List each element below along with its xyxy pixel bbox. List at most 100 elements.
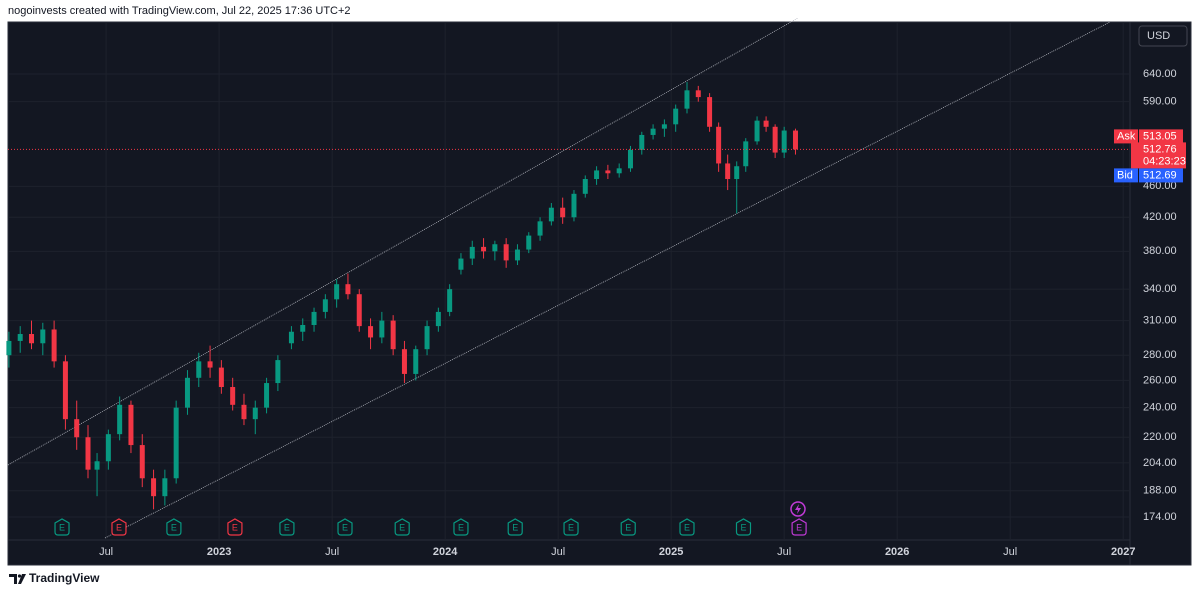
earnings-marker (791, 518, 807, 536)
earnings-label: E (59, 522, 65, 532)
candle-body (435, 311, 441, 327)
candle-body (781, 130, 787, 153)
candle-body (447, 289, 453, 312)
candle-body (763, 120, 769, 127)
earnings-marker (394, 518, 410, 536)
x-tick-label: 2025 (659, 546, 683, 558)
candle-body (503, 244, 509, 261)
candle-body (424, 326, 430, 350)
candle-body (40, 329, 46, 344)
ask-name-badge (1114, 129, 1138, 144)
ask-badge (1139, 129, 1183, 144)
candle-body (356, 294, 362, 327)
x-tick-label: 2024 (433, 546, 458, 558)
candle-body (772, 126, 778, 153)
candle-body (105, 434, 111, 462)
candle-body (537, 221, 543, 236)
earnings-marker (620, 518, 636, 536)
candle-body (673, 108, 679, 125)
earnings-marker (227, 518, 243, 536)
candle-body (218, 367, 224, 388)
countdown-label: 04:23:23 (1143, 155, 1186, 167)
alert-icon[interactable] (790, 501, 806, 517)
x-tick-label: 2026 (885, 546, 909, 558)
earnings-marker (507, 518, 523, 536)
candle-body (300, 325, 306, 332)
candle-body (458, 258, 464, 270)
candle-body (734, 166, 740, 180)
candle-body (94, 461, 100, 470)
y-tick-label: 420.00 (1143, 211, 1177, 223)
earnings-label: E (171, 522, 177, 532)
x-tick-label: Jul (777, 546, 791, 558)
candle-body (264, 383, 270, 408)
candle-body (684, 90, 690, 109)
earnings-label: E (284, 522, 290, 532)
candle-body (560, 207, 566, 218)
bid-name: Bid (1117, 169, 1133, 181)
ask-name: Ask (1117, 130, 1136, 142)
earnings-label: E (796, 522, 802, 532)
candle-body (207, 361, 213, 368)
candle-body (571, 193, 577, 218)
footer-brand: TradingView (29, 571, 100, 585)
candle-body (275, 360, 281, 384)
candle-body (594, 170, 600, 180)
candle-body (128, 404, 134, 446)
bid-name-badge (1114, 168, 1138, 183)
earnings-label: E (568, 522, 574, 532)
earnings-label: E (399, 522, 405, 532)
earnings-label: E (512, 522, 518, 532)
x-tick-label: Jul (99, 546, 113, 558)
x-tick-label: Jul (551, 546, 565, 558)
candle-body (368, 326, 374, 338)
candle-body (469, 246, 475, 259)
x-tick-label: Jul (1003, 546, 1017, 558)
candle-body (743, 141, 749, 167)
currency-label: USD (1147, 30, 1170, 42)
candle-body (582, 179, 588, 194)
bid-label: 512.69 (1143, 169, 1177, 181)
y-tick-label: 460.00 (1143, 180, 1177, 192)
candle-body (725, 163, 731, 180)
y-tick-label: 310.00 (1143, 314, 1177, 326)
y-tick-label: 240.00 (1143, 402, 1177, 414)
candle-body (173, 407, 179, 479)
earnings-marker (563, 518, 579, 536)
header-text: nogoinvests created with TradingView.com… (8, 5, 351, 17)
earnings-marker (453, 518, 469, 536)
earnings-marker (54, 518, 70, 536)
y-tick-label: 280.00 (1143, 349, 1177, 361)
candle-body (345, 284, 351, 295)
candle-body (230, 387, 236, 405)
y-tick-label: 220.00 (1143, 431, 1177, 443)
candle-body (151, 478, 157, 497)
candle-body (401, 349, 407, 374)
candle-body (627, 149, 633, 169)
channel-upper-line (7, 17, 799, 466)
candle-body (413, 349, 419, 374)
currency-button[interactable] (1138, 25, 1188, 47)
candle-body (492, 244, 498, 252)
candle-body (311, 311, 317, 326)
candle-body (754, 120, 760, 142)
candle-body (117, 404, 123, 435)
y-tick-label: 260.00 (1143, 374, 1177, 386)
candle-body (650, 128, 656, 135)
earnings-label: E (625, 522, 631, 532)
last-price-badge (1131, 142, 1186, 169)
earnings-label: E (458, 522, 464, 532)
candle-body (184, 377, 190, 408)
bid-badge (1139, 168, 1183, 183)
earnings-marker (166, 518, 182, 536)
lightning-icon (795, 504, 801, 514)
candle-body (162, 478, 168, 497)
candle-body (17, 334, 23, 341)
candle-body (29, 334, 35, 344)
earnings-marker (679, 518, 695, 536)
ask-label: 513.05 (1143, 130, 1177, 142)
candle-body (695, 90, 701, 98)
earnings-marker (279, 518, 295, 536)
